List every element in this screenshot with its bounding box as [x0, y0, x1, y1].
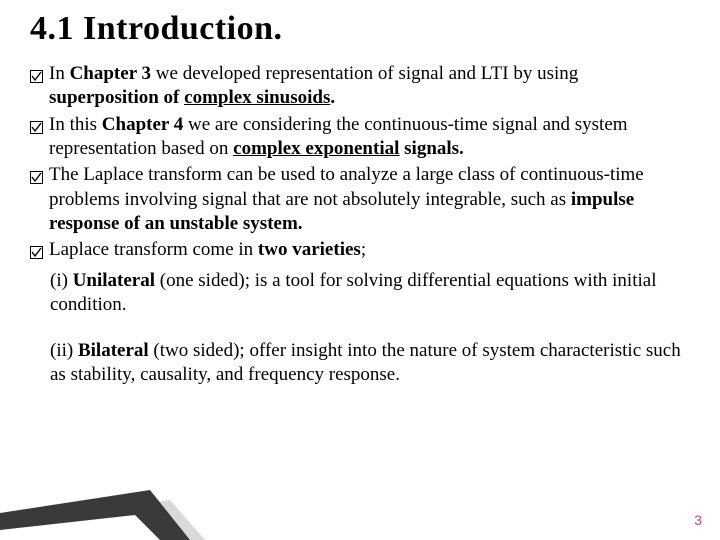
checkbox-icon — [30, 66, 43, 90]
corner-accent-graphic — [0, 485, 210, 540]
sub-item-bilateral: (ii) Bilateral (two sided); offer insigh… — [50, 339, 690, 388]
slide-container: 4.1 Introduction. In Chapter 3 we develo… — [0, 0, 720, 408]
bullet-text: Laplace transform come in two varieties; — [49, 238, 690, 262]
bullet-text: In Chapter 3 we developed representation… — [49, 62, 690, 111]
bullet-item: Laplace transform come in two varieties; — [30, 238, 690, 266]
bullet-item: In this Chapter 4 we are considering the… — [30, 113, 690, 162]
checkbox-icon — [30, 242, 43, 266]
checkbox-icon — [30, 167, 43, 191]
slide-content: In Chapter 3 we developed representation… — [30, 62, 690, 388]
bullet-text: The Laplace transform can be used to ana… — [49, 163, 690, 236]
page-number: 3 — [694, 512, 702, 528]
checkbox-icon — [30, 117, 43, 141]
sub-item-unilateral: (i) Unilateral (one sided); is a tool fo… — [50, 269, 690, 318]
slide-title: 4.1 Introduction. — [30, 10, 690, 48]
bullet-text: In this Chapter 4 we are considering the… — [49, 113, 690, 162]
spacer — [30, 317, 690, 337]
bullet-item: In Chapter 3 we developed representation… — [30, 62, 690, 111]
bullet-item: The Laplace transform can be used to ana… — [30, 163, 690, 236]
